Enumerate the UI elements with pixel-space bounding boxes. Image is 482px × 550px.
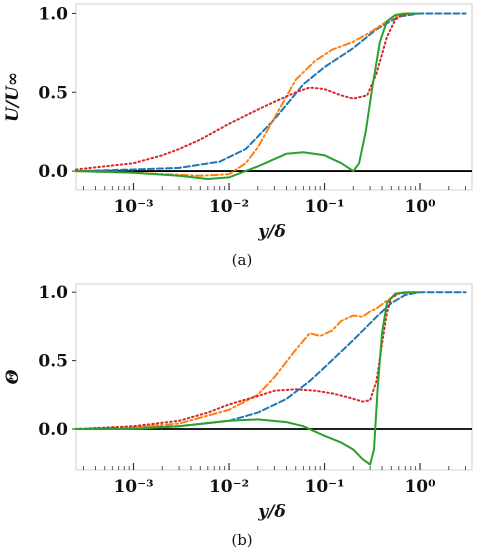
series-line-dashed [75, 12, 467, 173]
y-tick-labels-a: 0.0 0.5 1.0 [38, 4, 68, 182]
x-tick-label: 10⁻² [209, 477, 249, 497]
x-axis-label-b: y/δ [257, 502, 285, 522]
plot-frame-b [75, 283, 473, 471]
series-line-dotted [75, 12, 412, 171]
minor-ticks-b [72, 291, 467, 470]
series-line-dotted [75, 291, 412, 430]
series-line-solid [75, 12, 419, 180]
y-tick-label: 1.0 [38, 4, 68, 24]
y-axis-label-b: Θ [3, 369, 23, 384]
series-line-solid [75, 291, 419, 466]
y-tick-label: 0.5 [38, 352, 68, 372]
y-tick-label: 1.0 [38, 283, 68, 303]
y-tick-label: 0.0 [38, 162, 68, 182]
y-tick-labels-b: 0.0 0.5 1.0 [38, 283, 68, 440]
y-tick-label: 0.0 [38, 420, 68, 440]
x-tick-label: 10⁻³ [113, 477, 153, 497]
series-line-dash-dot [75, 291, 419, 430]
chart-panel-a: 10⁻³ 10⁻² 10⁻¹ 10⁰ 0.0 0.5 1.0 y/δ U/U∞ (a) [3, 3, 473, 269]
minor-ticks-a [72, 12, 467, 190]
plot-frame-a [75, 3, 473, 191]
chart-panel-b: 10⁻³ 10⁻² 10⁻¹ 10⁰ 0.0 0.5 1.0 y/δ Θ (b) [3, 283, 473, 549]
series-group-b [75, 291, 467, 466]
x-tick-label: 10⁻³ [113, 197, 153, 217]
x-axis-label-a: y/δ [257, 222, 285, 242]
x-tick-label: 10⁰ [404, 197, 435, 217]
x-tick-label: 10⁻¹ [304, 477, 344, 497]
y-axis-label-a: U/U∞ [3, 72, 23, 122]
caption-b: (b) [231, 531, 252, 549]
x-tick-label: 10⁻¹ [304, 197, 344, 217]
x-tick-labels-b: 10⁻³ 10⁻² 10⁻¹ 10⁰ [113, 477, 435, 497]
x-tick-label: 10⁻² [209, 197, 249, 217]
y-tick-label: 0.5 [38, 83, 68, 103]
x-tick-label: 10⁰ [404, 477, 435, 497]
series-group-a [75, 12, 467, 180]
x-tick-labels-a: 10⁻³ 10⁻² 10⁻¹ 10⁰ [113, 197, 435, 217]
caption-a: (a) [232, 251, 253, 269]
series-line-dash-dot [75, 12, 419, 177]
series-line-dashed [75, 291, 467, 430]
